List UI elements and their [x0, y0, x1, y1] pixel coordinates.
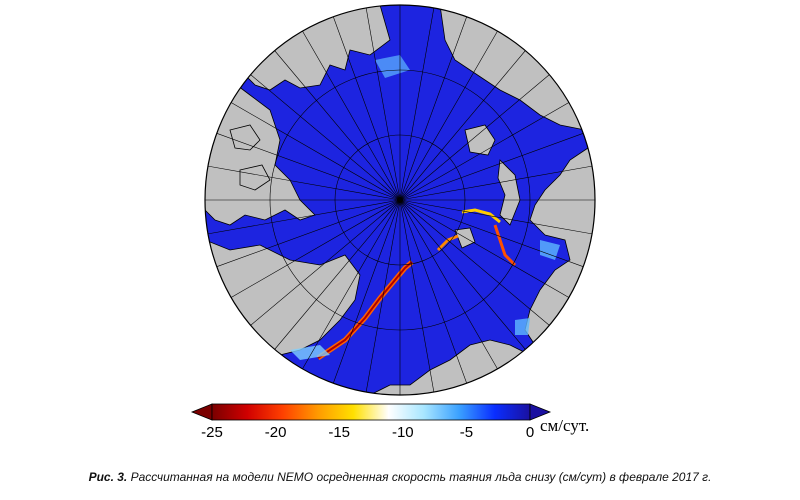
colorbar-max-arrow [529, 403, 552, 421]
caption-label: Рис. 3. [88, 470, 128, 484]
melt-band-siberian-shelf-core [317, 261, 413, 359]
meridian-line [207, 199, 401, 235]
meridian-line [302, 199, 401, 370]
colorbar-gradient [211, 403, 531, 421]
north-pole-marker [397, 197, 403, 203]
colorbar-tick: -15 [328, 424, 351, 441]
land-severnaya-zemlya [454, 227, 476, 249]
meridian-line [399, 199, 498, 370]
meridian-line [207, 165, 401, 201]
colorbar-tick: -10 [391, 424, 414, 441]
map-rim [204, 4, 596, 396]
melt-light-patch-1 [290, 345, 330, 360]
meridian-line [399, 7, 435, 201]
meridian-line [365, 199, 401, 393]
colorbar-min-arrow [190, 403, 213, 421]
meridian-line [274, 50, 401, 201]
melt-light-patch-3 [540, 240, 560, 260]
meridian-line [216, 133, 401, 201]
meridian-line [250, 199, 401, 326]
meridian-line [333, 199, 401, 384]
colorbar: -25 -20 -15 -10 -5 0 см/сут. [190, 398, 630, 448]
caption-text: Рассчитанная на модели NEMO осредненная … [130, 470, 712, 484]
meridian-line [399, 165, 593, 201]
meridian-line [399, 74, 550, 201]
meridian-line [250, 74, 401, 201]
meridian-line [399, 199, 550, 326]
meridian-line [333, 16, 401, 201]
melt-light-patch-2 [375, 55, 410, 78]
meridian-line [399, 199, 435, 393]
meridian-grid [205, 5, 595, 395]
meridian-line [216, 199, 401, 267]
colorbar-svg [190, 403, 552, 421]
meridian-line [399, 199, 584, 267]
colorbar-tick: 0 [525, 424, 535, 441]
map-svg [204, 4, 596, 396]
meridian-line [399, 50, 526, 201]
colorbar-unit-label: см/сут. [540, 416, 590, 435]
parallel-circle-mid [269, 69, 531, 331]
colorbar-tick: -25 [201, 424, 223, 441]
parallel-grid [269, 69, 531, 331]
meridian-line [399, 199, 467, 384]
colorbar-tick: -5 [459, 424, 474, 441]
meridian-line [399, 199, 526, 350]
meridian-line [230, 199, 401, 298]
parallel-circle-inner [334, 134, 466, 266]
meridian-line [399, 199, 593, 235]
meridian-line [399, 16, 467, 201]
meridian-line [302, 30, 401, 201]
meridian-line [399, 102, 570, 201]
polar-map [204, 4, 596, 396]
meridian-line [365, 7, 401, 201]
land-novaya-zemlya [497, 159, 521, 226]
melt-band-barents [461, 208, 501, 224]
meridian-line [230, 102, 401, 201]
colorbar-tick: -20 [264, 424, 287, 441]
meridian-line [274, 199, 401, 350]
meridian-line [399, 30, 498, 201]
figure-caption: Рис. 3. Рассчитанная на модели NEMO осре… [0, 470, 800, 484]
meridian-line [399, 133, 584, 201]
melt-band-kara [493, 224, 517, 267]
land-islands-left [229, 124, 271, 191]
melt-light-patch-4 [515, 318, 530, 335]
meridian-line [399, 199, 570, 298]
